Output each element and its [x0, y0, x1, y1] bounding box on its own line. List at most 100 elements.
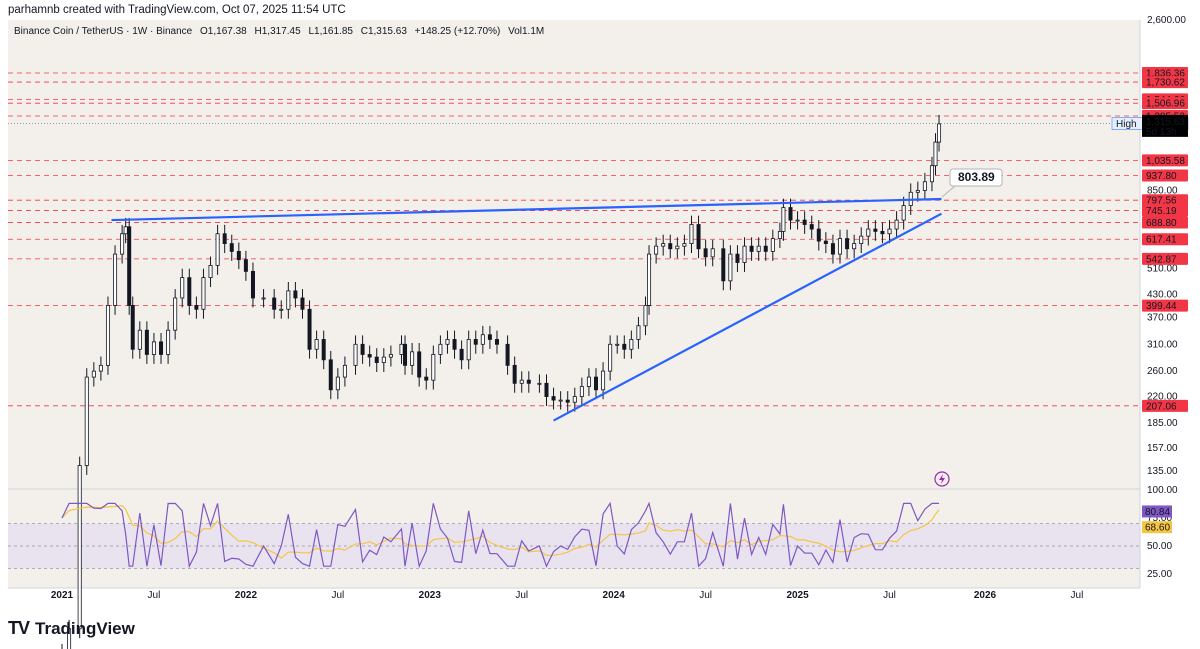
candle-body[interactable]	[403, 343, 408, 366]
candle-body[interactable]	[84, 376, 89, 466]
candle-body[interactable]	[243, 259, 248, 272]
candle-body[interactable]	[314, 339, 319, 350]
candle-body[interactable]	[452, 339, 457, 350]
candle-body[interactable]	[487, 334, 492, 340]
candle-body[interactable]	[166, 329, 171, 355]
candle-body[interactable]	[480, 334, 485, 345]
candle-body[interactable]	[551, 396, 556, 401]
candle-body[interactable]	[250, 270, 255, 299]
candle-body[interactable]	[742, 245, 747, 263]
candle-body[interactable]	[388, 354, 393, 358]
candle-body[interactable]	[328, 359, 333, 391]
candle-body[interactable]	[929, 165, 934, 183]
candle-body[interactable]	[494, 339, 499, 345]
candle-body[interactable]	[816, 228, 821, 242]
candle-body[interactable]	[661, 243, 666, 247]
candle-body[interactable]	[342, 364, 347, 378]
candle-body[interactable]	[668, 243, 673, 250]
candle-body[interactable]	[608, 343, 613, 372]
candle-body[interactable]	[537, 382, 542, 385]
candle-body[interactable]	[901, 205, 906, 221]
candle-body[interactable]	[261, 297, 266, 300]
symbol-name[interactable]: Binance Coin / TetherUS · 1W · Binance	[14, 26, 193, 37]
candle-body[interactable]	[526, 379, 531, 384]
candle-body[interactable]	[809, 224, 814, 230]
candle-body[interactable]	[749, 245, 754, 252]
candle-body[interactable]	[424, 376, 429, 381]
candle-body[interactable]	[293, 290, 298, 299]
candle-body[interactable]	[410, 351, 415, 366]
tradingview-logo[interactable]: TV TradingView	[8, 618, 135, 639]
candle-body[interactable]	[682, 243, 687, 247]
candle-body[interactable]	[544, 382, 549, 397]
candle-body[interactable]	[519, 379, 524, 384]
candle-body[interactable]	[98, 364, 103, 372]
candle-body[interactable]	[438, 343, 443, 355]
candle-body[interactable]	[222, 233, 227, 244]
candle-body[interactable]	[852, 243, 857, 250]
candle-body[interactable]	[67, 628, 72, 649]
candle-body[interactable]	[636, 325, 641, 340]
candle-body[interactable]	[572, 396, 577, 403]
candle-body[interactable]	[593, 376, 598, 391]
candle-body[interactable]	[823, 240, 828, 244]
candle-body[interactable]	[777, 230, 782, 239]
candle-body[interactable]	[445, 339, 450, 345]
candle-body[interactable]	[558, 399, 563, 402]
candle-body[interactable]	[473, 339, 478, 345]
candle-body[interactable]	[565, 399, 570, 403]
candle-body[interactable]	[236, 251, 241, 261]
candle-body[interactable]	[180, 277, 185, 299]
candle-body[interactable]	[286, 290, 291, 310]
candle-body[interactable]	[105, 305, 110, 366]
candle-body[interactable]	[795, 219, 800, 222]
candle-body[interactable]	[399, 343, 404, 355]
candle-body[interactable]	[335, 376, 340, 391]
candle-body[interactable]	[845, 238, 850, 250]
candle-body[interactable]	[915, 190, 920, 193]
candle-body[interactable]	[431, 354, 436, 381]
candle-body[interactable]	[880, 230, 885, 235]
candle-body[interactable]	[866, 228, 871, 237]
candle-body[interactable]	[77, 465, 82, 630]
candle-body[interactable]	[381, 356, 386, 363]
candle-body[interactable]	[689, 224, 694, 244]
candle-body[interactable]	[120, 233, 125, 255]
trendline-lower[interactable]	[553, 212, 943, 422]
candle-body[interactable]	[937, 123, 942, 143]
candle-body[interactable]	[505, 343, 510, 366]
candle-body[interactable]	[781, 207, 786, 232]
candle-body[interactable]	[374, 356, 379, 363]
candle-body[interactable]	[735, 253, 740, 263]
candle-body[interactable]	[859, 235, 864, 244]
candle-body[interactable]	[272, 297, 277, 310]
candle-body[interactable]	[459, 348, 464, 361]
candle-body[interactable]	[675, 245, 680, 250]
candle-body[interactable]	[130, 305, 135, 350]
candle-body[interactable]	[91, 370, 96, 378]
trendline-upper[interactable]	[111, 197, 942, 222]
candle-body[interactable]	[601, 370, 606, 391]
candle-body[interactable]	[367, 354, 372, 358]
candle-body[interactable]	[887, 228, 892, 235]
candle-body[interactable]	[229, 243, 234, 252]
candle-body[interactable]	[300, 297, 305, 310]
candle-body[interactable]	[194, 305, 199, 310]
candle-body[interactable]	[922, 181, 927, 191]
candle-body[interactable]	[151, 341, 156, 355]
candle-body[interactable]	[770, 238, 775, 252]
candle-body[interactable]	[696, 224, 701, 250]
candle-body[interactable]	[622, 343, 627, 350]
candle-body[interactable]	[756, 245, 761, 252]
candle-body[interactable]	[159, 341, 164, 355]
candle-body[interactable]	[113, 253, 118, 306]
candle-body[interactable]	[512, 364, 517, 384]
candle-body[interactable]	[721, 248, 726, 282]
candle-body[interactable]	[307, 308, 312, 350]
candle-body[interactable]	[615, 343, 620, 346]
candle-body[interactable]	[710, 248, 715, 258]
candle-body[interactable]	[187, 277, 192, 306]
candle-body[interactable]	[629, 339, 634, 350]
candle-body[interactable]	[647, 253, 652, 306]
candle-body[interactable]	[728, 253, 733, 282]
